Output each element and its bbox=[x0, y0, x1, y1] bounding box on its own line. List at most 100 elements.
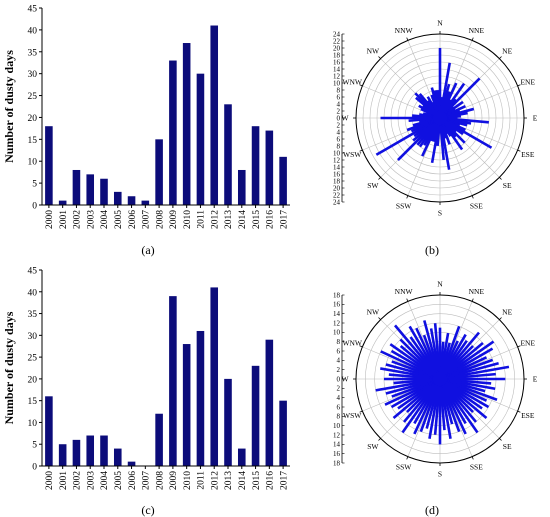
angular-tick-mark bbox=[378, 177, 381, 180]
radial-tick-label: 16 bbox=[333, 450, 341, 458]
radial-tick-label: 10 bbox=[333, 149, 341, 157]
x-tick-label: 2002 bbox=[73, 471, 83, 490]
radial-tick-label: 16 bbox=[333, 58, 341, 66]
bar bbox=[265, 130, 274, 205]
caption-a: (a) bbox=[141, 243, 154, 257]
x-tick-label: 2015 bbox=[252, 210, 262, 229]
bar bbox=[113, 191, 122, 205]
radial-tick-label: 24 bbox=[333, 30, 341, 38]
bar bbox=[72, 169, 81, 205]
direction-label: NNE bbox=[469, 26, 485, 35]
x-tick-label: 2017 bbox=[279, 471, 289, 490]
angular-tick-mark bbox=[359, 345, 363, 348]
angular-tick-mark bbox=[517, 410, 521, 413]
y-tick-label: 5 bbox=[32, 441, 37, 451]
direction-label: SW bbox=[367, 442, 379, 451]
x-tick-label: 2007 bbox=[142, 210, 152, 229]
polar-bar bbox=[433, 323, 442, 380]
y-tick-label: 30 bbox=[28, 70, 38, 80]
bar bbox=[169, 60, 177, 206]
panel-d-polar-chart: 02244668810101212141416161818NNNENEENEEE… bbox=[333, 280, 538, 479]
angular-tick-mark bbox=[406, 37, 409, 41]
bar bbox=[169, 296, 177, 466]
radial-tick-label: 18 bbox=[333, 177, 341, 185]
y-tick-label: 15 bbox=[28, 136, 38, 146]
x-tick-label: 2007 bbox=[142, 471, 152, 490]
radial-tick-label: 18 bbox=[333, 51, 341, 59]
direction-label: ENE bbox=[520, 338, 535, 347]
direction-label: SSW bbox=[396, 462, 412, 471]
bar bbox=[182, 344, 191, 466]
radial-tick-label: 2 bbox=[337, 385, 341, 393]
bar bbox=[86, 174, 95, 205]
angular-tick-mark bbox=[406, 456, 409, 460]
bar bbox=[279, 400, 287, 466]
direction-label: NE bbox=[502, 47, 512, 56]
x-tick-label: 2001 bbox=[59, 210, 69, 229]
bar bbox=[86, 435, 95, 466]
y-axis-title: Number of dusty days bbox=[2, 311, 16, 424]
angular-tick-mark bbox=[517, 84, 521, 87]
x-tick-label: 2015 bbox=[252, 471, 262, 490]
radial-tick-label: 6 bbox=[337, 403, 341, 411]
angular-tick-mark bbox=[378, 438, 381, 441]
angular-tick-mark bbox=[471, 37, 474, 41]
radial-tick-label: 12 bbox=[333, 431, 341, 439]
angular-tick-mark bbox=[406, 298, 409, 302]
caption-b: (b) bbox=[425, 243, 439, 257]
polar-center-hub bbox=[432, 110, 448, 126]
radial-tick-label: 4 bbox=[337, 394, 341, 402]
x-tick-label: 2003 bbox=[86, 210, 96, 229]
x-tick-label: 2000 bbox=[45, 471, 55, 490]
x-tick-label: 2000 bbox=[45, 210, 55, 229]
caption-d: (d) bbox=[425, 503, 439, 517]
radial-tick-label: 8 bbox=[337, 142, 341, 150]
radial-tick-label: 8 bbox=[337, 338, 341, 346]
radial-tick-label: 20 bbox=[333, 44, 341, 52]
radial-tick-label: 12 bbox=[333, 156, 341, 164]
y-tick-label: 5 bbox=[32, 180, 37, 190]
x-tick-label: 2002 bbox=[73, 210, 83, 229]
y-tick-label: 0 bbox=[32, 463, 37, 473]
bar bbox=[210, 25, 219, 206]
direction-label: SSE bbox=[470, 462, 483, 471]
radial-tick-label: 4 bbox=[337, 128, 341, 136]
radial-tick-label: 14 bbox=[333, 65, 341, 73]
radial-tick-label: 10 bbox=[333, 422, 341, 430]
direction-label: E bbox=[533, 375, 538, 384]
x-tick-label: 2005 bbox=[114, 210, 124, 229]
caption-c: (c) bbox=[141, 503, 154, 517]
panel-b-polar-chart: 0224466881010121214141616181820202222242… bbox=[333, 19, 538, 218]
y-tick-label: 10 bbox=[28, 158, 38, 168]
radial-tick-label: 20 bbox=[333, 184, 341, 192]
radial-tick-label: 6 bbox=[337, 135, 341, 143]
radial-tick-label: 18 bbox=[333, 291, 341, 299]
x-tick-label: 2013 bbox=[224, 210, 234, 229]
bar bbox=[265, 339, 274, 466]
direction-label: W bbox=[341, 114, 349, 123]
direction-label: WNW bbox=[342, 77, 362, 86]
direction-label: SSW bbox=[396, 201, 412, 210]
radial-tick-label: 22 bbox=[333, 191, 341, 199]
bar bbox=[251, 126, 260, 205]
direction-label: ENE bbox=[520, 77, 535, 86]
y-tick-label: 45 bbox=[28, 267, 38, 277]
radial-tick-label: 24 bbox=[333, 198, 341, 206]
bar bbox=[58, 444, 67, 466]
angular-tick-mark bbox=[359, 84, 363, 87]
bar bbox=[155, 139, 163, 205]
y-tick-label: 40 bbox=[28, 288, 38, 298]
direction-label: NE bbox=[502, 308, 512, 317]
x-tick-label: 2005 bbox=[114, 471, 124, 490]
y-axis-title: Number of dusty days bbox=[2, 50, 16, 163]
x-tick-label: 2012 bbox=[210, 471, 220, 490]
x-tick-label: 2011 bbox=[197, 210, 207, 229]
direction-label: SW bbox=[367, 181, 379, 190]
direction-label: NW bbox=[367, 47, 380, 56]
bar bbox=[127, 196, 136, 205]
radial-tick-label: 4 bbox=[337, 100, 341, 108]
angular-tick-mark bbox=[499, 177, 502, 180]
radial-tick-label: 16 bbox=[333, 301, 341, 309]
y-tick-label: 40 bbox=[28, 26, 38, 36]
